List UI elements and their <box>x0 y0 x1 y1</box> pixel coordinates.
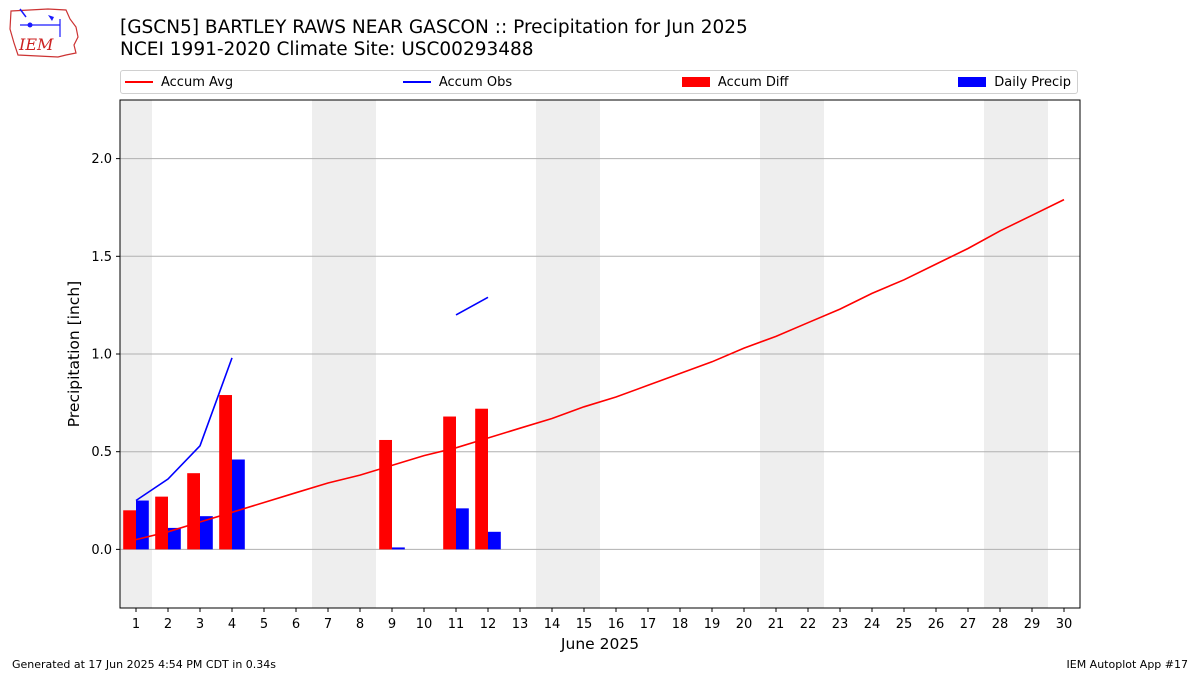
accum-diff-bar-12 <box>475 408 488 550</box>
x-tick-label-15: 15 <box>576 617 593 632</box>
x-tick-label-24: 24 <box>864 617 881 632</box>
legend-item-daily-precip: Daily Precip <box>958 75 1071 90</box>
legend-label-accum-obs: Accum Obs <box>438 74 513 90</box>
accum-diff-bar-1 <box>123 510 136 550</box>
chart-subtitle: NCEI 1991-2020 Climate Site: USC00293488 <box>120 39 534 60</box>
x-tick-label-5: 5 <box>260 617 268 632</box>
daily-precip-bar-4 <box>232 459 245 550</box>
footer-generated: Generated at 17 Jun 2025 4:54 PM CDT in … <box>12 658 277 671</box>
x-tick-label-26: 26 <box>928 617 945 632</box>
y-tick-label-0: 0.0 <box>91 543 112 558</box>
y-axis-label: Precipitation [inch] <box>65 281 83 427</box>
x-tick-label-22: 22 <box>800 617 817 632</box>
accum-diff-bar-2 <box>155 496 168 550</box>
x-tick-label-25: 25 <box>896 617 913 632</box>
x-tick-label-29: 29 <box>1024 617 1041 632</box>
legend-item-accum-obs: Accum Obs <box>402 74 513 90</box>
x-tick-label-10: 10 <box>416 617 433 632</box>
accum-diff-bar-11 <box>443 416 456 550</box>
x-tick-label-9: 9 <box>388 617 396 632</box>
x-tick-label-23: 23 <box>832 617 849 632</box>
y-tick-label-1: 0.5 <box>91 445 112 460</box>
legend-swatch-daily-precip <box>958 77 987 87</box>
x-tick-label-28: 28 <box>992 617 1009 632</box>
x-tick-label-6: 6 <box>292 617 300 632</box>
legend-swatch-accum-obs <box>402 81 431 83</box>
y-tick-label-3: 1.5 <box>91 250 112 265</box>
x-tick-label-4: 4 <box>228 617 236 632</box>
legend-swatch-accum-diff <box>681 77 710 87</box>
x-tick-label-1: 1 <box>132 617 140 632</box>
accum-diff-bar-9 <box>379 439 392 550</box>
accum-diff-bar-4 <box>219 395 232 550</box>
accum-diff-bar-3 <box>187 473 200 550</box>
daily-precip-bar-3 <box>200 516 213 550</box>
accum-obs-line-segment-1 <box>455 296 489 316</box>
x-tick-label-16: 16 <box>608 617 625 632</box>
accum-obs-line-segment-0 <box>135 357 233 502</box>
x-tick-label-11: 11 <box>448 617 465 632</box>
x-tick-label-3: 3 <box>196 617 204 632</box>
x-tick-label-19: 19 <box>704 617 721 632</box>
x-tick-label-17: 17 <box>640 617 657 632</box>
daily-precip-bar-1 <box>136 500 149 550</box>
daily-precip-bar-11 <box>456 508 469 550</box>
y-tick-label-4: 2.0 <box>91 152 112 167</box>
legend-item-accum-avg: Accum Avg <box>125 75 233 90</box>
chart-title: [GSCN5] BARTLEY RAWS NEAR GASCON :: Prec… <box>120 17 748 38</box>
daily-precip-bar-2 <box>168 527 181 550</box>
legend-label-accum-diff: Accum Diff <box>717 74 789 90</box>
x-axis-label: June 2025 <box>560 635 639 653</box>
y-tick-label-2: 1.0 <box>91 348 112 363</box>
legend-label-accum-avg: Accum Avg <box>161 74 234 90</box>
legend-label-daily-precip: Daily Precip <box>994 74 1071 90</box>
x-tick-label-2: 2 <box>164 617 172 632</box>
footer-app: IEM Autoplot App #17 <box>1066 658 1189 671</box>
legend: Accum Avg Accum Obs Accum Diff Daily Pre… <box>120 70 1078 94</box>
x-tick-label-13: 13 <box>512 617 529 632</box>
x-tick-label-8: 8 <box>356 617 364 632</box>
x-tick-label-21: 21 <box>768 617 785 632</box>
x-tick-label-7: 7 <box>324 617 332 632</box>
x-tick-label-12: 12 <box>480 617 497 632</box>
daily-precip-bar-9 <box>392 547 405 550</box>
legend-item-accum-diff: Accum Diff <box>681 74 789 90</box>
x-tick-label-27: 27 <box>960 617 977 632</box>
accum-avg-line-segment-0 <box>135 198 1065 541</box>
iem-logo: IEM <box>9 8 79 58</box>
x-tick-label-14: 14 <box>544 617 561 632</box>
legend-swatch-accum-avg <box>125 81 153 83</box>
daily-precip-bar-12 <box>488 531 501 550</box>
x-tick-label-30: 30 <box>1056 617 1073 632</box>
x-tick-label-20: 20 <box>736 617 753 632</box>
x-tick-label-18: 18 <box>672 617 689 632</box>
logo-text: IEM <box>18 35 54 54</box>
